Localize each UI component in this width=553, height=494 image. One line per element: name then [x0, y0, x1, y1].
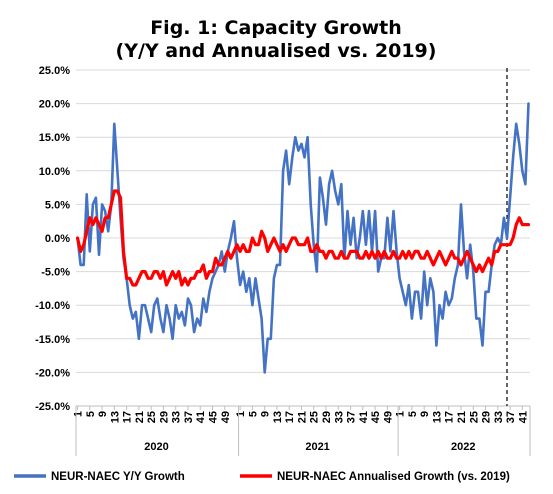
y-tick-label: 20.0%: [39, 99, 70, 111]
x-tick-label: 1: [73, 411, 85, 417]
x-tick-label: 25: [468, 411, 480, 423]
x-tick-label: 33: [493, 411, 505, 423]
x-tick-label: 45: [370, 411, 382, 423]
y-axis-ticks: 25.0% 20.0% 15.0% 10.0% 5.0% 0.0% -5.0% -10.0% -…: [35, 65, 70, 413]
x-tick-label: 37: [505, 411, 517, 423]
x-tick-label: 5: [85, 411, 97, 417]
year-label: 2022: [451, 441, 475, 453]
x-tick-label: 49: [220, 411, 232, 423]
x-tick-label: 45: [208, 411, 220, 423]
series-line-1: [76, 102, 530, 374]
x-tick-label: 25: [309, 411, 321, 423]
x-tick-label: 37: [183, 411, 195, 423]
y-tick-label: -5.0%: [41, 267, 70, 279]
y-tick-label: -20.0%: [35, 367, 70, 379]
x-tick-label: 29: [158, 411, 170, 423]
x-tick-label: 49: [382, 411, 394, 423]
y-tick-label: 10.0%: [39, 166, 70, 178]
x-tick-label: 17: [284, 411, 296, 423]
y-tick-label: 0.0%: [45, 233, 70, 245]
x-axis: 1 5 9 13 17 21 25 29 33 37 41 45 49 1 5 9 13 17 21 25 29 33 37…: [73, 405, 531, 456]
x-tick-label: 13: [272, 411, 284, 423]
x-tick-label: 21: [456, 411, 468, 423]
y-tick-label: -15.0%: [35, 334, 70, 346]
y-tick-label: -10.0%: [35, 300, 70, 312]
year-label: 2020: [144, 441, 168, 453]
x-tick-label: 5: [247, 411, 259, 417]
y-tick-label: 15.0%: [39, 132, 70, 144]
x-tick-label: 37: [346, 411, 358, 423]
chart-subtitle: (Y/Y and Annualised vs. 2019): [116, 40, 437, 62]
x-tick-label: 41: [195, 411, 207, 423]
x-tick-label: 13: [431, 411, 443, 423]
series-line-2: [75, 189, 531, 287]
x-tick-label: 29: [481, 411, 493, 423]
series-group: [75, 68, 531, 406]
chart-title: Fig. 1: Capacity Growth: [150, 17, 402, 39]
y-tick-label: 5.0%: [45, 199, 70, 211]
x-tick-label: 33: [333, 411, 345, 423]
x-tick-label: 9: [97, 411, 109, 417]
x-tick-label: 41: [517, 411, 529, 423]
x-tick-label: 1: [235, 411, 247, 417]
x-tick-label: 29: [321, 411, 333, 423]
x-tick-label: 21: [134, 411, 146, 423]
legend: NEUR-NAEC Y/Y Growth NEUR-NAEC Annualised…: [14, 471, 510, 483]
x-tick-label: 1: [395, 411, 407, 417]
x-tick-label: 41: [358, 411, 370, 423]
y-tick-label: 25.0%: [39, 65, 70, 77]
x-tick-label: 13: [109, 411, 121, 423]
x-tick-label: 17: [444, 411, 456, 423]
x-tick-label: 33: [171, 411, 183, 423]
x-tick-label: 9: [419, 411, 431, 417]
x-tick-label: 5: [407, 411, 419, 417]
x-tick-label: 21: [296, 411, 308, 423]
legend-label-1: NEUR-NAEC Y/Y Growth: [51, 471, 185, 483]
x-tick-label: 17: [122, 411, 134, 423]
year-label: 2021: [305, 441, 329, 453]
x-tick-label: 25: [146, 411, 158, 423]
legend-label-2: NEUR-NAEC Annualised Growth (vs. 2019): [277, 471, 510, 483]
x-tick-label: 9: [260, 411, 272, 417]
y-tick-label: -25.0%: [35, 401, 70, 413]
